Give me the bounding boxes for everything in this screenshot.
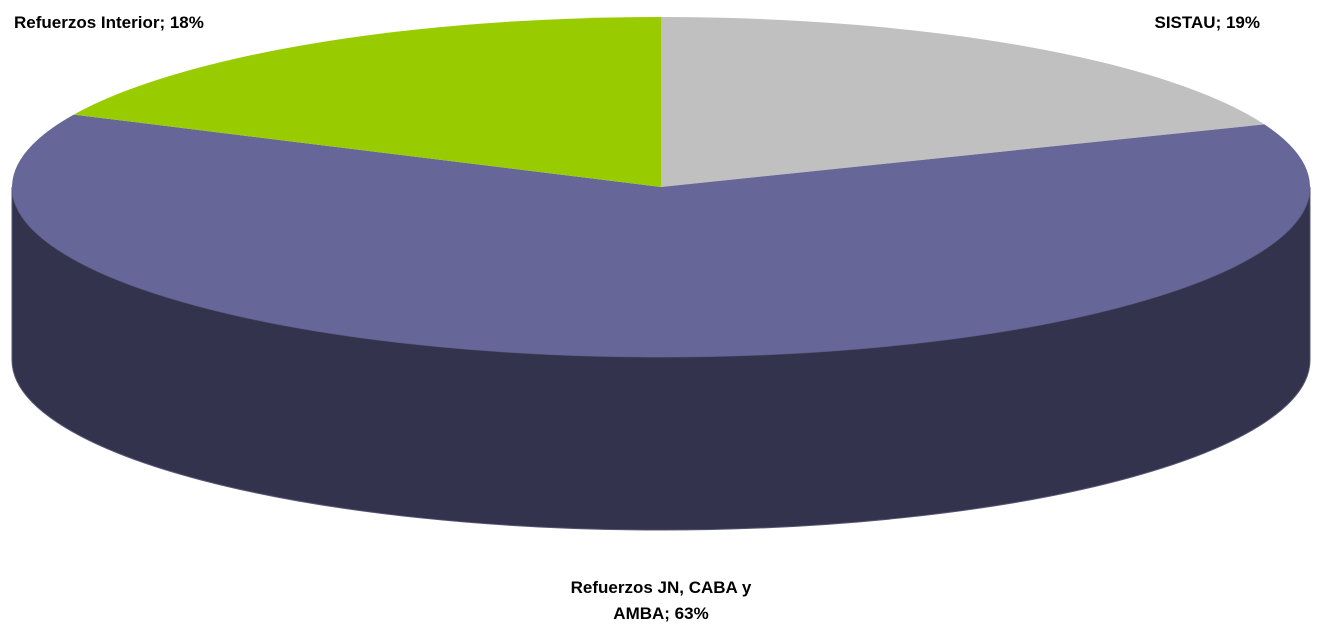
pie-slice bbox=[11, 114, 1311, 358]
pie-slice bbox=[73, 17, 662, 187]
data-label: Refuerzos Interior; 18% bbox=[14, 13, 204, 32]
data-label: Refuerzos JN, CABA y AMBA; 63% bbox=[570, 578, 752, 623]
pie-slice bbox=[661, 17, 1265, 187]
data-label: SISTAU; 19% bbox=[1154, 13, 1261, 32]
